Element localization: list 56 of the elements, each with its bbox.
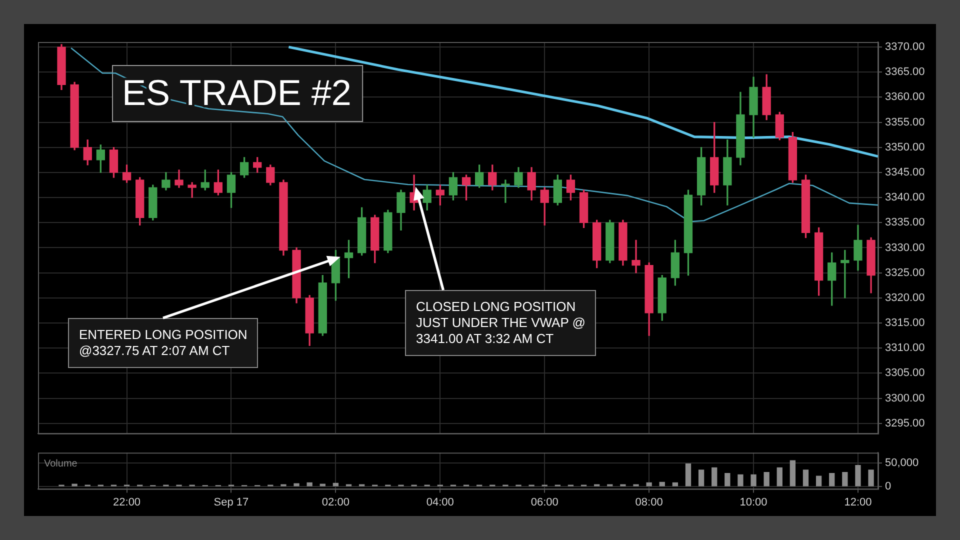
- bar: [320, 484, 326, 486]
- y-tick-label: 0: [885, 480, 892, 492]
- bar: [816, 476, 822, 486]
- y-tick-label: 3295.00: [885, 417, 925, 430]
- bar: [646, 482, 652, 486]
- bar: [685, 464, 692, 486]
- y-tick-label: 3320.00: [885, 292, 925, 304]
- x-tick-label: 06:00: [530, 496, 558, 508]
- annotation: CLOSED LONG POSITION JUST UNDER THE VWAP @ 3341.00 AT 3:32 AM CT: [405, 290, 596, 356]
- bar: [868, 470, 874, 486]
- y-tick-label: 3310.00: [885, 342, 925, 354]
- y-tick-label: 3365.00: [885, 66, 925, 78]
- y-tick-label: 3355.00: [885, 116, 925, 128]
- bar: [802, 470, 809, 486]
- y-tick-label: 3330.00: [885, 242, 925, 254]
- x-tick-label: 12:00: [844, 496, 872, 508]
- y-tick-label: 3360.00: [885, 91, 925, 104]
- bar: [724, 472, 730, 486]
- y-tick-label: 3325.00: [885, 266, 925, 279]
- bar: [738, 474, 744, 486]
- x-tick-label: 04:00: [426, 496, 454, 508]
- x-tick-label: 02:00: [322, 496, 350, 508]
- bar: [306, 482, 312, 486]
- bar: [72, 484, 78, 486]
- y-tick-label: 50,000: [885, 456, 919, 469]
- bar: [855, 464, 861, 486]
- bar: [698, 470, 704, 486]
- y-tick-label: 3340.00: [885, 192, 925, 204]
- y-tick-label: 3335.00: [885, 216, 925, 229]
- y-tick-label: 3305.00: [885, 367, 925, 380]
- candlestick: [632, 240, 640, 274]
- y-tick-label: 3350.00: [885, 141, 925, 154]
- y-tick-label: 3370.00: [885, 41, 925, 54]
- candlestick: [188, 182, 196, 198]
- bar: [332, 482, 339, 486]
- x-tick-label: 08:00: [635, 496, 663, 508]
- bar: [750, 474, 756, 486]
- y-axis-title: Volume: [44, 458, 78, 470]
- annotation: ENTERED LONG POSITION @3327.75 AT 2:07 AM CT: [68, 318, 258, 368]
- bar: [712, 467, 718, 486]
- candlestick: [840, 250, 850, 298]
- bar: [776, 467, 782, 486]
- candlestick: [501, 180, 510, 203]
- y-tick-label: 3345.00: [885, 166, 925, 178]
- bar: [764, 472, 770, 486]
- y-tick-label: 3315.00: [885, 317, 925, 330]
- bar: [672, 482, 678, 486]
- bar: [294, 483, 300, 486]
- x-tick-label: 10:00: [740, 496, 768, 508]
- x-tick-label: Sep 17: [214, 496, 249, 508]
- bar: [659, 482, 665, 486]
- bar: [829, 472, 835, 486]
- x-tick-label: 22:00: [113, 496, 141, 508]
- bar: [842, 472, 848, 486]
- bar: [790, 460, 796, 486]
- y-tick-label: 3300.00: [885, 392, 925, 404]
